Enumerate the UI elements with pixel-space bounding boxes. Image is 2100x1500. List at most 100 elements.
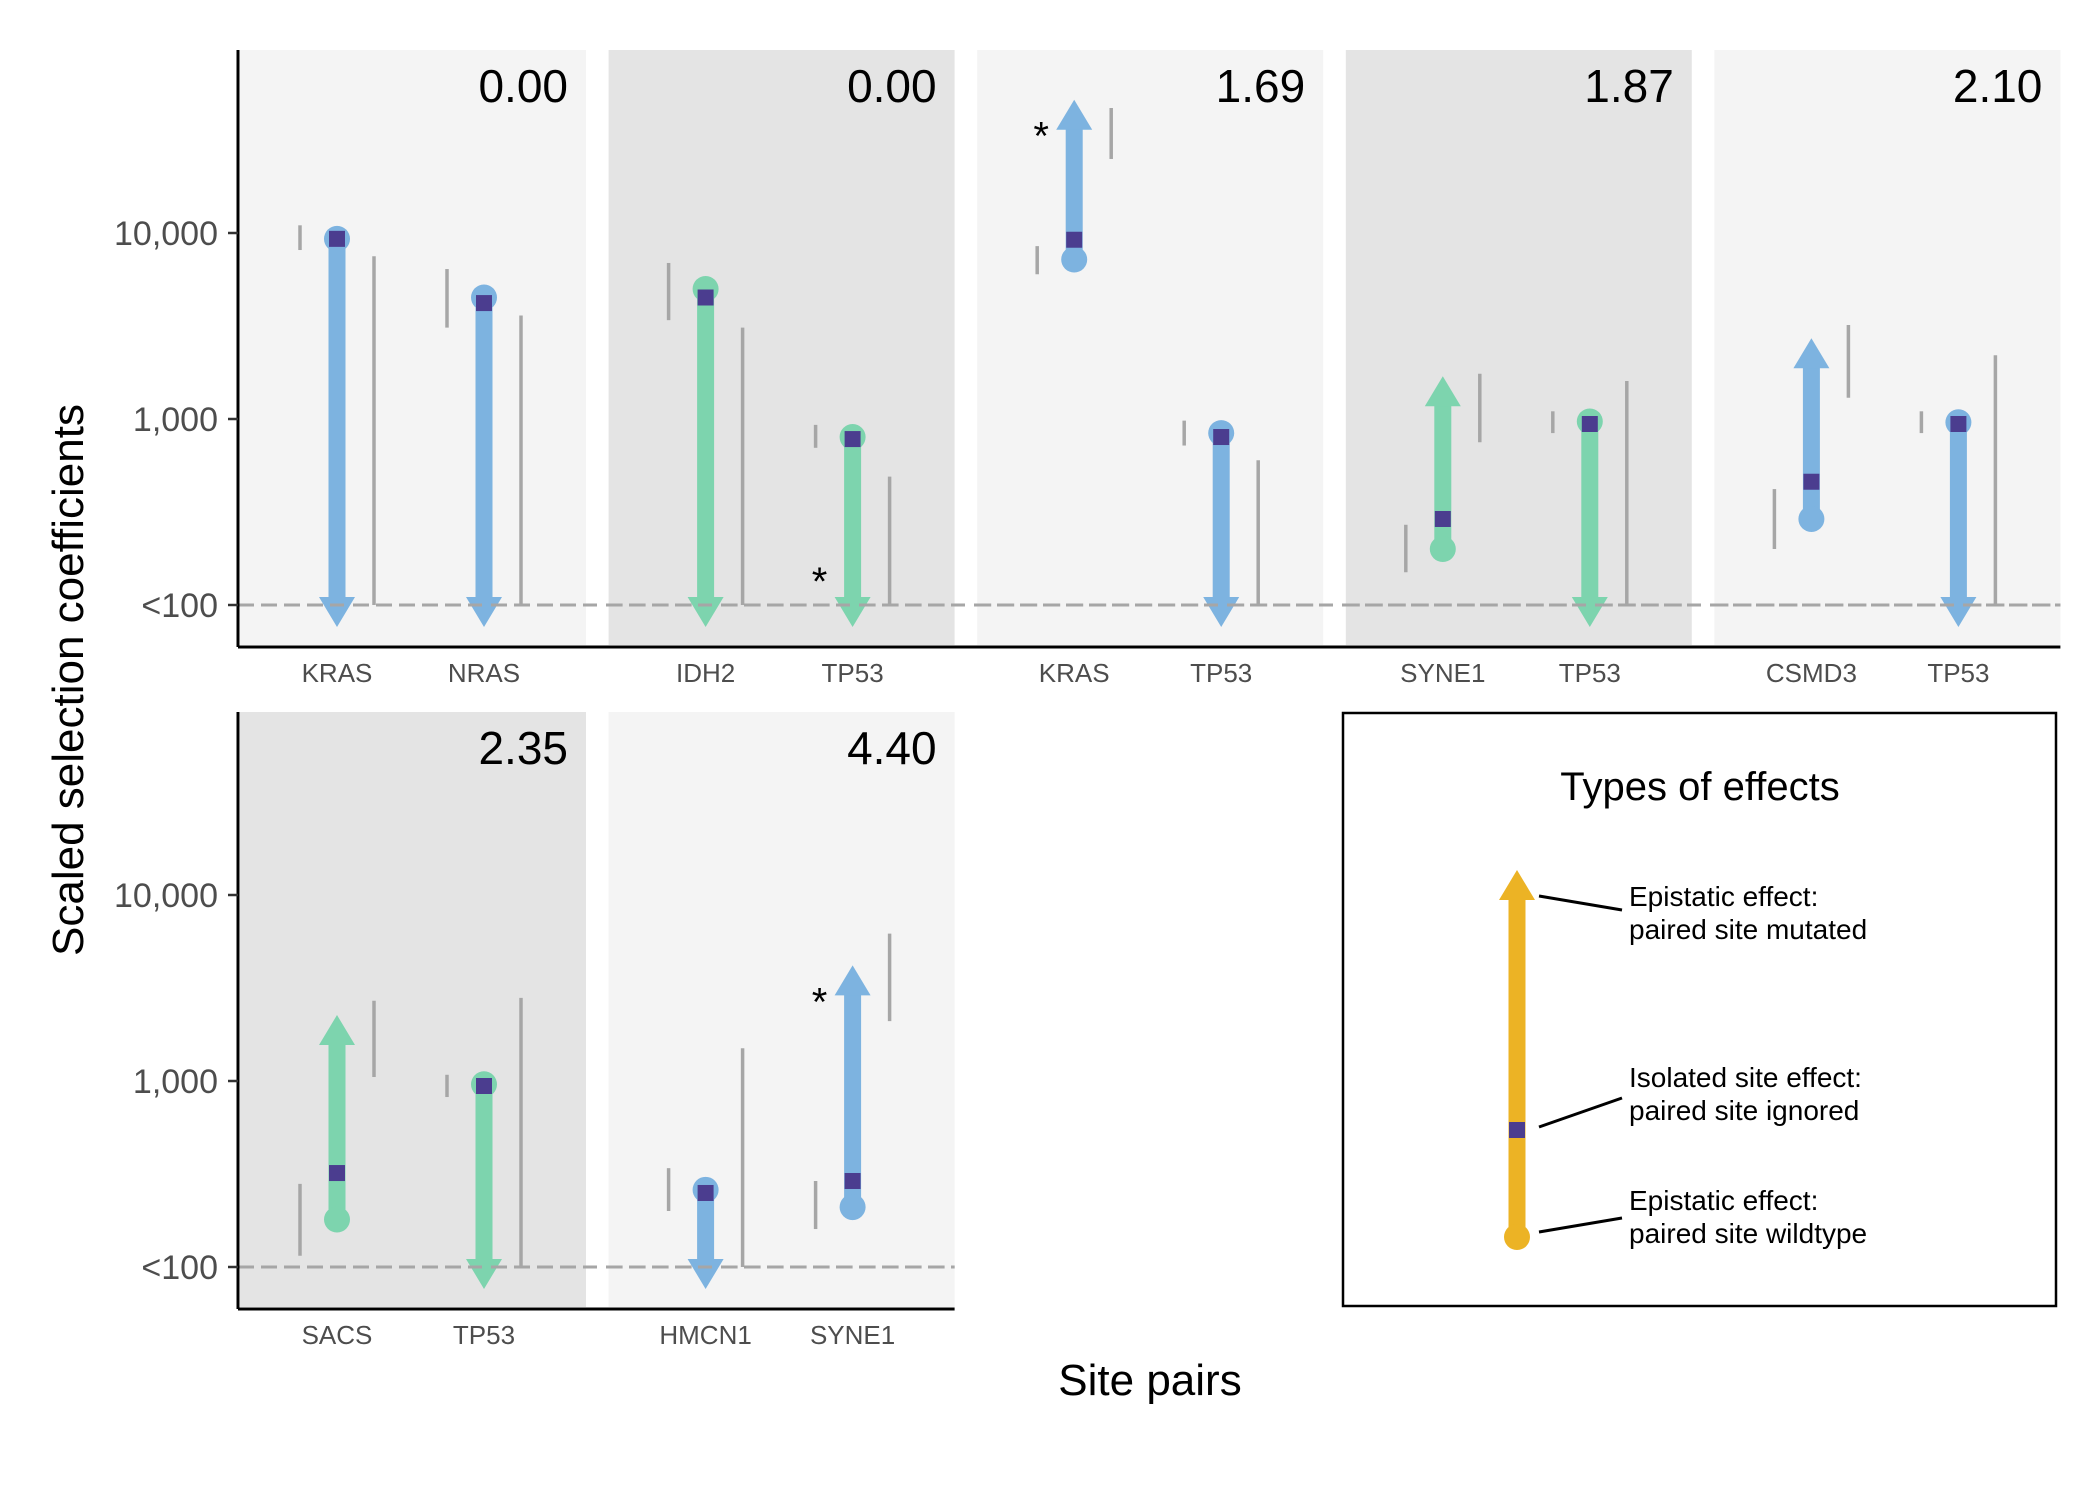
isolated-effect-marker <box>1066 231 1083 248</box>
isolated-effect-marker <box>476 1077 492 1094</box>
site-label: SACS <box>302 1320 373 1350</box>
site-label: IDH2 <box>676 658 735 688</box>
y-tick-label: 1,000 <box>133 401 218 439</box>
y-tick-label: <100 <box>141 1249 218 1287</box>
mutated-effect-arrowhead <box>687 1259 724 1289</box>
site-label: TP53 <box>1190 658 1252 688</box>
legend-leader-line <box>1538 894 1623 912</box>
site-syne1: SYNE1 <box>1400 373 1485 688</box>
panel-score: 1.87 <box>1584 60 1674 112</box>
site-label: TP53 <box>822 658 884 688</box>
legend-leader-line <box>1538 1096 1623 1129</box>
site-tp53: TP53 <box>1919 355 1998 688</box>
legend-title: Types of effects <box>1560 765 1839 809</box>
site-label: KRAS <box>302 658 373 688</box>
y-tick-label: 10,000 <box>114 215 218 253</box>
site-tp53: TP53 <box>445 997 523 1350</box>
significance-star: * <box>812 980 828 1024</box>
axes-row-2: <100 1,000 10,000 <box>114 712 955 1311</box>
site-syne1: * SYNE1 <box>810 933 895 1350</box>
isolated-effect-marker <box>1213 429 1230 446</box>
panel-score: 4.40 <box>847 722 937 774</box>
panel-7: 4.40 HMCN1 * SYNE1 <box>608 712 955 1350</box>
panel-score: 0.00 <box>478 60 568 112</box>
panel-4: 1.87 SYNE1 TP53 <box>1345 50 1692 688</box>
site-label: TP53 <box>1559 658 1621 688</box>
panel-background <box>240 50 586 645</box>
panel-background <box>608 50 955 645</box>
panel-6: 2.35 SACS TP53 <box>240 712 586 1350</box>
legend-isolated-marker <box>1509 1122 1525 1138</box>
wildtype-effect-point <box>1798 505 1825 532</box>
site-label: SYNE1 <box>1400 658 1485 688</box>
panel-score: 0.00 <box>847 60 937 112</box>
wildtype-effect-point <box>1429 536 1456 563</box>
y-axis-title: Scaled selection coefficients <box>44 404 93 956</box>
site-label: KRAS <box>1039 658 1110 688</box>
legend-entry-line2: paired site ignored <box>1629 1095 1859 1126</box>
mutated-effect-arrowhead <box>834 965 871 996</box>
wildtype-effect-point <box>324 1206 350 1233</box>
legend-box <box>1341 711 2058 1308</box>
y-tick-label: 10,000 <box>114 877 218 915</box>
panel-background <box>977 50 1324 645</box>
isolated-effect-marker <box>1434 510 1451 527</box>
isolated-effect-marker <box>1803 473 1820 490</box>
legend-arrowhead <box>1499 870 1535 900</box>
site-idh2: IDH2 <box>666 262 745 688</box>
axes-layer: <100 1,000 10,000 <100 1,000 10,000 <box>114 50 2061 1311</box>
isolated-effect-marker <box>329 230 345 247</box>
wildtype-effect-point <box>839 1194 866 1221</box>
site-tp53: TP53 <box>1551 381 1629 688</box>
isolated-effect-marker <box>697 289 714 306</box>
panel-1: 0.00 KRAS NRAS <box>240 50 586 688</box>
isolated-effect-marker <box>697 1184 714 1201</box>
site-label: TP53 <box>1927 658 1989 688</box>
mutated-effect-arrowhead <box>687 597 724 627</box>
site-label: NRAS <box>448 658 520 688</box>
legend-entry-line1: Epistatic effect: <box>1629 881 1818 912</box>
y-tick-label: 1,000 <box>133 1063 218 1101</box>
mutated-effect-arrowhead <box>1793 338 1830 369</box>
panel-score: 2.10 <box>1953 60 2043 112</box>
site-tp53: * TP53 <box>812 424 892 688</box>
panel-background <box>608 712 955 1307</box>
significance-star: * <box>1033 115 1049 159</box>
site-sacs: SACS <box>298 1000 376 1350</box>
mutated-effect-arrowhead <box>319 597 355 627</box>
panel-2: 0.00 IDH2 * TP53 <box>608 50 955 688</box>
site-label: HMCN1 <box>659 1320 751 1350</box>
x-axis-title: Site pairs <box>1058 1356 1241 1405</box>
site-tp53: TP53 <box>1182 420 1260 688</box>
isolated-effect-marker <box>844 431 861 448</box>
legend-wildtype-point <box>1504 1224 1530 1250</box>
isolated-effect-marker <box>1950 415 1967 432</box>
site-nras: NRAS <box>445 269 523 688</box>
site-csmd3: CSMD3 <box>1766 325 1857 688</box>
isolated-effect-marker <box>844 1172 861 1189</box>
mutated-effect-arrowhead <box>1424 376 1461 407</box>
panel-3: 1.69 * KRAS TP53 <box>977 50 1324 688</box>
legend-entry-line1: Epistatic effect: <box>1629 1185 1818 1216</box>
isolated-effect-marker <box>329 1165 345 1182</box>
site-label: SYNE1 <box>810 1320 895 1350</box>
panel-score: 2.35 <box>478 722 568 774</box>
mutated-effect-arrowhead <box>319 1015 355 1046</box>
legend-entry-line2: paired site mutated <box>1629 914 1867 945</box>
site-label: CSMD3 <box>1766 658 1857 688</box>
legend-leader-line <box>1538 1216 1623 1234</box>
panel-5: 2.10 CSMD3 TP53 <box>1714 50 2061 688</box>
panel-background <box>1345 50 1692 645</box>
panel-score: 1.69 <box>1216 60 1306 112</box>
isolated-effect-marker <box>476 295 492 312</box>
significance-star: * <box>812 560 828 604</box>
site-kras: * KRAS <box>1033 99 1113 688</box>
site-hmcn1: HMCN1 <box>659 1048 752 1350</box>
mutated-effect-arrowhead <box>1056 99 1093 130</box>
site-kras: KRAS <box>298 225 376 688</box>
panel-background <box>240 712 586 1307</box>
panel-background <box>1714 50 2061 645</box>
